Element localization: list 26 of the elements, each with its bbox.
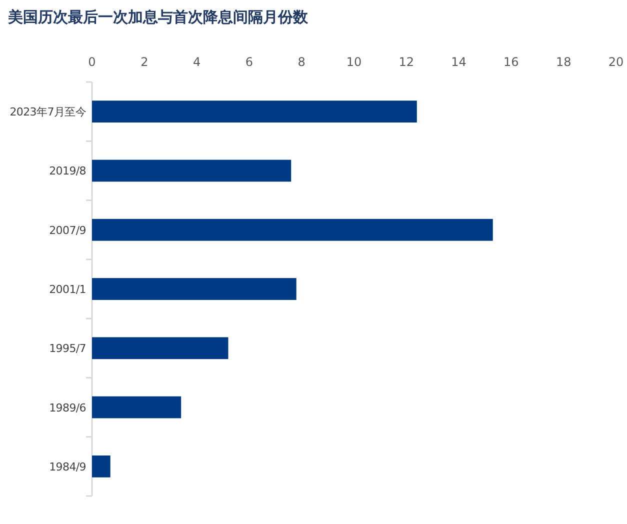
bar — [92, 100, 417, 123]
bar — [92, 396, 182, 418]
y-tick-label: 2023年7月至今 — [10, 106, 86, 119]
y-tick-label: 1989/6 — [49, 401, 86, 414]
chart-title: 美国历次最后一次加息与首次降息间隔月份数 — [7, 8, 309, 26]
x-tick-label: 6 — [245, 55, 254, 69]
x-tick-label: 4 — [192, 55, 201, 69]
bar — [92, 278, 296, 300]
y-tick-label: 2007/9 — [49, 224, 86, 237]
bar — [92, 218, 493, 241]
bar — [92, 160, 292, 182]
y-tick-label: 1984/9 — [49, 460, 86, 474]
x-tick-label: 16 — [504, 55, 519, 69]
x-tick-label: 8 — [298, 55, 306, 69]
x-tick-label: 18 — [556, 55, 572, 69]
x-tick-label: 0 — [88, 55, 96, 69]
x-tick-label: 10 — [346, 55, 362, 69]
bar — [92, 337, 228, 360]
x-tick-label: 20 — [608, 55, 624, 69]
y-tick-label: 1995/7 — [49, 342, 86, 356]
y-tick-label: 2001/1 — [49, 283, 86, 296]
y-tick-label: 2019/8 — [49, 164, 86, 178]
bar — [92, 455, 110, 478]
x-tick-label: 12 — [398, 55, 414, 69]
x-tick-label: 2 — [140, 55, 148, 69]
x-tick-label: 14 — [451, 55, 466, 69]
